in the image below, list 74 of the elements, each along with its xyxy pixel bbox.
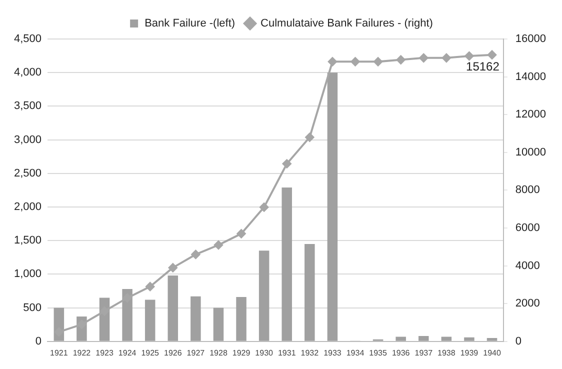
point <box>236 229 246 238</box>
bar <box>441 336 452 341</box>
legend-label: Culmulataive Bank Failures - (right) <box>260 18 433 30</box>
point <box>214 240 223 250</box>
bar <box>486 338 498 341</box>
legend-label: Bank Failure -(left) <box>144 18 236 30</box>
x-tick-label: 1937 <box>414 348 434 358</box>
annotation: 15162 <box>466 59 500 74</box>
point <box>191 250 200 259</box>
y2-tick-label: 14000 <box>515 70 546 83</box>
bar <box>144 300 156 341</box>
point <box>282 159 292 168</box>
y-tick-label: 3,500 <box>14 100 42 112</box>
x-tick-label: 1932 <box>300 348 320 358</box>
y-tick-label: 2,000 <box>14 201 42 214</box>
x-tick-label: 1938 <box>438 348 456 358</box>
x-tick-label: 1924 <box>118 348 137 358</box>
x-tick-label: 1931 <box>278 348 296 358</box>
x-tick-label: 1939 <box>460 348 479 358</box>
point <box>122 293 132 302</box>
point <box>54 327 64 336</box>
x-tick-label: 1921 <box>50 348 68 358</box>
bar <box>282 188 292 341</box>
point <box>396 55 406 64</box>
y2-tick-label: 12000 <box>515 108 546 121</box>
y-tick-label: 0 <box>35 335 42 348</box>
x-tick-label: 1925 <box>141 348 160 358</box>
bar <box>258 250 270 341</box>
y-tick-label: 2,500 <box>14 167 42 180</box>
y2-tick-label: 2000 <box>515 298 540 310</box>
point <box>146 282 155 292</box>
y2-tick-label: 0 <box>515 335 522 348</box>
x-tick-label: 1922 <box>72 348 92 358</box>
y-tick-label: 4,500 <box>14 33 42 46</box>
y-tick-label: 1,500 <box>14 234 42 247</box>
point <box>442 53 451 62</box>
x-tick-label: 1923 <box>96 348 114 358</box>
y2-tick-label: 16000 <box>515 33 546 46</box>
y2-tick-label: 10000 <box>515 146 546 158</box>
y2-tick-label: 6000 <box>515 222 540 234</box>
point <box>350 57 360 66</box>
point <box>168 263 178 272</box>
bar <box>213 308 224 341</box>
x-tick-label: 1929 <box>232 348 251 358</box>
x-tick-label: 1930 <box>255 348 274 358</box>
y-tick-label: 1,000 <box>14 268 42 280</box>
point <box>100 306 110 316</box>
x-tick-label: 1934 <box>346 348 365 358</box>
point <box>488 50 497 60</box>
point <box>464 52 474 61</box>
bar <box>168 276 178 341</box>
x-tick-label: 1936 <box>392 348 410 358</box>
y2-tick-label: 8000 <box>515 184 540 196</box>
point <box>419 53 428 62</box>
point <box>305 132 314 142</box>
x-tick-label: 1927 <box>186 348 206 358</box>
y-tick-label: 500 <box>23 302 42 314</box>
bar <box>418 336 429 341</box>
bar <box>464 337 474 341</box>
x-tick-label: 1926 <box>164 348 182 358</box>
bar <box>396 336 406 341</box>
y2-tick-label: 4000 <box>515 260 540 272</box>
x-tick-label: 1935 <box>369 348 388 358</box>
x-tick-label: 1940 <box>483 348 502 358</box>
bar <box>304 244 315 341</box>
point <box>374 57 383 66</box>
bar <box>190 296 201 341</box>
y-tick-label: 4,000 <box>14 66 42 79</box>
x-tick-label: 1933 <box>324 348 342 358</box>
y-tick-label: 3,000 <box>14 134 42 146</box>
point <box>260 202 269 212</box>
bar <box>236 297 246 341</box>
x-tick-label: 1928 <box>210 348 228 358</box>
point <box>328 57 337 66</box>
